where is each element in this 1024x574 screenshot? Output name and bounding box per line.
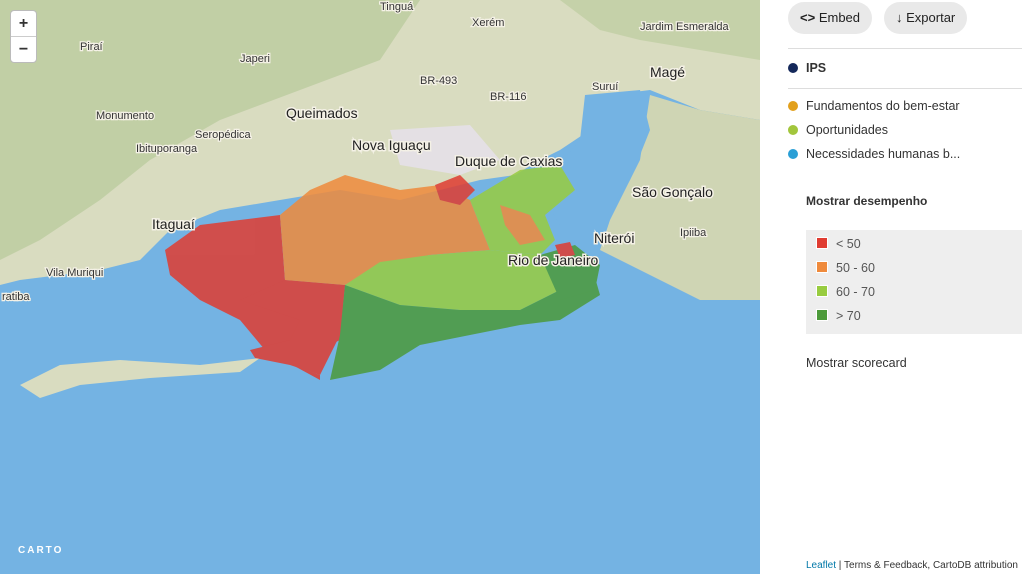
legend-label: > 70: [836, 309, 861, 323]
region[interactable]: [470, 165, 575, 255]
region[interactable]: [500, 205, 545, 245]
map-label: Niterói: [594, 230, 634, 246]
region[interactable]: [435, 175, 475, 205]
dimension-item[interactable]: Necessidades humanas b...: [788, 145, 960, 163]
zoom-control: + −: [10, 10, 37, 63]
map-label: Vila Muriqui: [46, 267, 103, 279]
map-label: Nova Iguaçu: [352, 137, 431, 153]
scorecard-toggle[interactable]: Mostrar scorecard: [806, 356, 907, 370]
map-label: Ipiiba: [680, 227, 707, 239]
link[interactable]: CartoDB attribution: [932, 560, 1018, 571]
map[interactable]: Tinguá Xerém Jardim Esmeralda Piraí Jape…: [0, 0, 760, 574]
map-label: Magé: [650, 64, 685, 80]
region[interactable]: [280, 175, 490, 285]
dimension-item[interactable]: Oportunidades: [788, 121, 888, 139]
map-label: Monumento: [96, 110, 154, 122]
legend-item: > 70: [816, 308, 861, 324]
dimension-label: Necessidades humanas b...: [806, 147, 961, 161]
performance-legend: < 50 50 - 60 60 - 70 > 70: [806, 230, 1022, 334]
embed-button[interactable]: <> Embed: [788, 2, 873, 34]
map-label: Piraí: [80, 41, 103, 53]
urban: [390, 125, 500, 175]
legend-item: < 50: [816, 236, 861, 252]
map-label: Ibituporanga: [136, 143, 198, 155]
region[interactable]: [345, 250, 560, 310]
legend-label: 50 - 60: [836, 261, 875, 275]
legend-item: 60 - 70: [816, 284, 875, 300]
button-label: Embed: [818, 10, 861, 25]
map-label: Xerém: [472, 17, 504, 29]
region[interactable]: [540, 245, 600, 300]
sidebar: <> Embed ↓ Exportar IPS Fundamentos do b…: [760, 0, 1024, 574]
legend-label: < 50: [836, 237, 861, 251]
export-button[interactable]: ↓ Exportar: [884, 2, 968, 34]
link[interactable]: Terms & Feedback: [844, 560, 928, 571]
map-label: São Gonçalo: [632, 184, 713, 200]
zoom-in[interactable]: +: [18, 15, 29, 32]
map-label: Duque de Caxias: [455, 153, 562, 169]
map-label: Rio de Janeiro: [508, 252, 598, 268]
land: [600, 95, 760, 300]
region[interactable]: [330, 260, 600, 380]
map-label: Seropédica: [195, 129, 252, 141]
hills: [0, 0, 420, 260]
map-label: Japeri: [240, 53, 270, 65]
choropleth: [165, 165, 600, 380]
dimension-label: Fundamentos do bem-estar: [806, 99, 960, 113]
map-label: Jardim Esmeralda: [640, 21, 730, 33]
region[interactable]: [240, 280, 345, 375]
attribution: Leaflet | Terms & Feedback, CartoDB attr…: [802, 559, 1022, 572]
map-label: Tinguá: [380, 1, 414, 13]
map-label: Suruí: [592, 81, 618, 93]
index-label: IPS: [806, 61, 827, 75]
zoom-out[interactable]: −: [11, 36, 36, 62]
hills: [560, 0, 760, 60]
dimension-label: Oportunidades: [806, 123, 889, 137]
map-label: BR-116: [490, 91, 526, 103]
map-label: Itaguaí: [152, 216, 195, 232]
divider: [788, 88, 1022, 89]
map-label: Queimados: [286, 105, 358, 121]
restinga: [20, 358, 260, 398]
button-label: Exportar: [906, 10, 956, 25]
carto-logo[interactable]: CARTO: [18, 545, 64, 556]
legend-label: 60 - 70: [836, 285, 875, 299]
legend-item: 50 - 60: [816, 260, 875, 276]
link[interactable]: Leaflet: [806, 560, 837, 571]
dimension-item[interactable]: Fundamentos do bem-estar: [788, 97, 960, 115]
divider: [788, 48, 1022, 49]
map-label: ratiba: [2, 291, 30, 303]
region[interactable]: [555, 242, 575, 258]
map-label: BR-493: [420, 75, 457, 87]
index-item[interactable]: IPS: [788, 59, 826, 77]
performance-toggle[interactable]: Mostrar desempenho: [806, 194, 928, 208]
